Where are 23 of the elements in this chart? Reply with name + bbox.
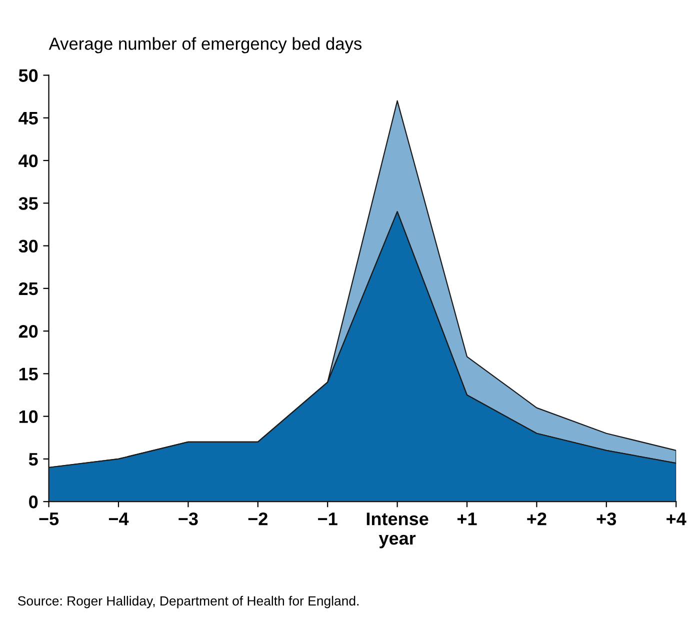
x-tick-label: +2 — [527, 512, 546, 526]
x-tick-label: −1 — [318, 512, 338, 526]
x-tick-label: +1 — [457, 512, 477, 526]
y-axis-title: Average number of emergency bed days — [48, 37, 362, 54]
y-tick-label: 35 — [18, 197, 38, 210]
x-tick-label: Intense year — [366, 512, 428, 548]
x-tick-label: +4 — [666, 512, 686, 526]
y-tick-label: 0 — [29, 496, 38, 508]
y-tick-label: 20 — [18, 324, 38, 338]
x-tick-label: −3 — [178, 512, 198, 526]
y-tick-label: 10 — [19, 410, 38, 424]
x-tick-label: −4 — [108, 512, 129, 526]
y-tick-label: 15 — [19, 368, 38, 380]
x-tick-label: −5 — [39, 512, 59, 526]
y-tick-label: 40 — [18, 154, 38, 168]
x-tick-label: +3 — [596, 512, 616, 526]
y-tick-label: 30 — [18, 240, 38, 253]
x-tick-label: −2 — [248, 512, 268, 526]
y-tick-label: 45 — [18, 112, 38, 125]
source-note: Source: Roger Halliday, Department of Health for England. — [18, 596, 358, 608]
y-tick-label: 5 — [28, 453, 38, 466]
y-tick-label: 50 — [18, 69, 38, 82]
y-tick-label: 25 — [18, 282, 38, 296]
